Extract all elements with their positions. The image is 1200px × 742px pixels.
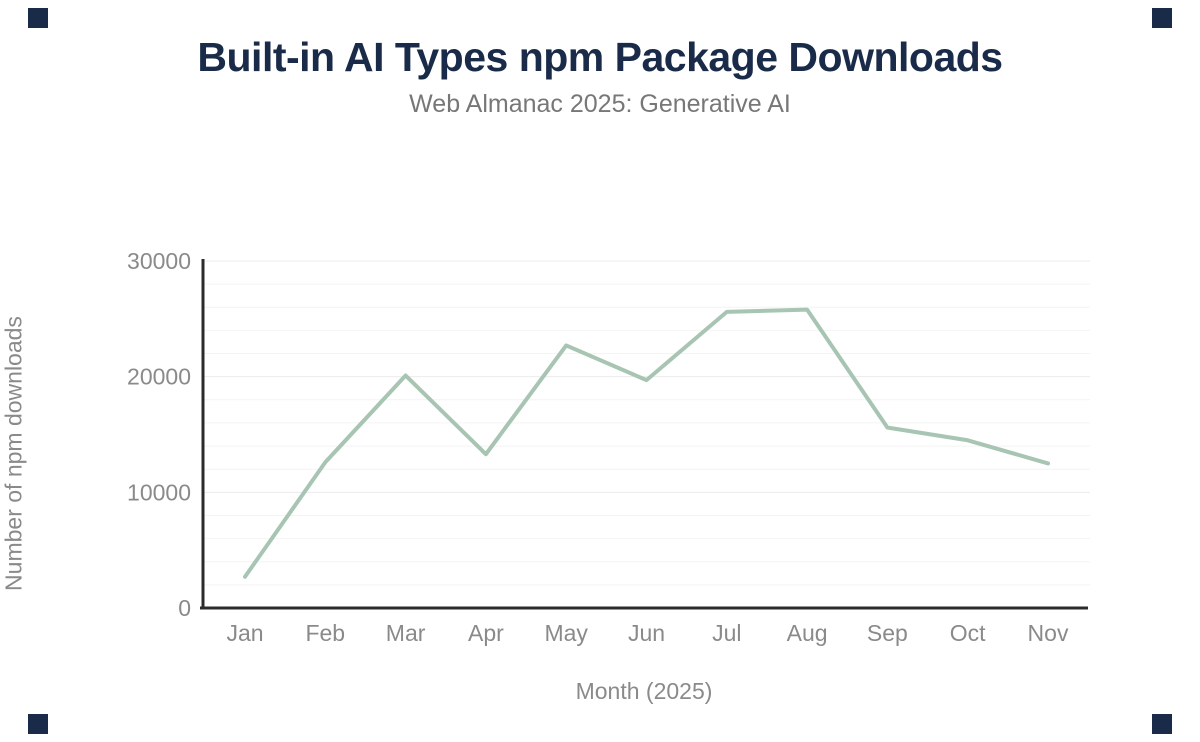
x-tick-label: Feb	[305, 620, 345, 646]
corner-mark-top-right	[1152, 8, 1172, 28]
downloads-line-series	[243, 307, 1050, 579]
y-tick-label: 10000	[127, 479, 191, 505]
corner-mark-bottom-left	[28, 714, 48, 734]
chart-subtitle: Web Almanac 2025: Generative AI	[409, 90, 791, 118]
corner-mark-top-left	[28, 8, 48, 28]
x-tick-label: Jan	[226, 620, 263, 646]
x-tick-label: Nov	[1028, 620, 1069, 646]
y-tick-label: 30000	[127, 248, 191, 274]
x-tick-label: Aug	[787, 620, 828, 646]
chart-title: Built-in AI Types npm Package Downloads	[197, 34, 1003, 80]
y-tick-label: 20000	[127, 364, 191, 390]
y-tick-label: 0	[178, 595, 191, 621]
x-tick-label: Jun	[628, 620, 665, 646]
x-tick-label: Oct	[950, 620, 986, 646]
x-tick-label: Jul	[712, 620, 741, 646]
x-tick-label: Sep	[867, 620, 908, 646]
corner-mark-bottom-right	[1152, 714, 1172, 734]
x-tick-label: Mar	[386, 620, 426, 646]
x-tick-label: May	[544, 620, 588, 646]
x-tick-label: Apr	[468, 620, 504, 646]
x-axis-title: Month (2025)	[575, 678, 713, 704]
